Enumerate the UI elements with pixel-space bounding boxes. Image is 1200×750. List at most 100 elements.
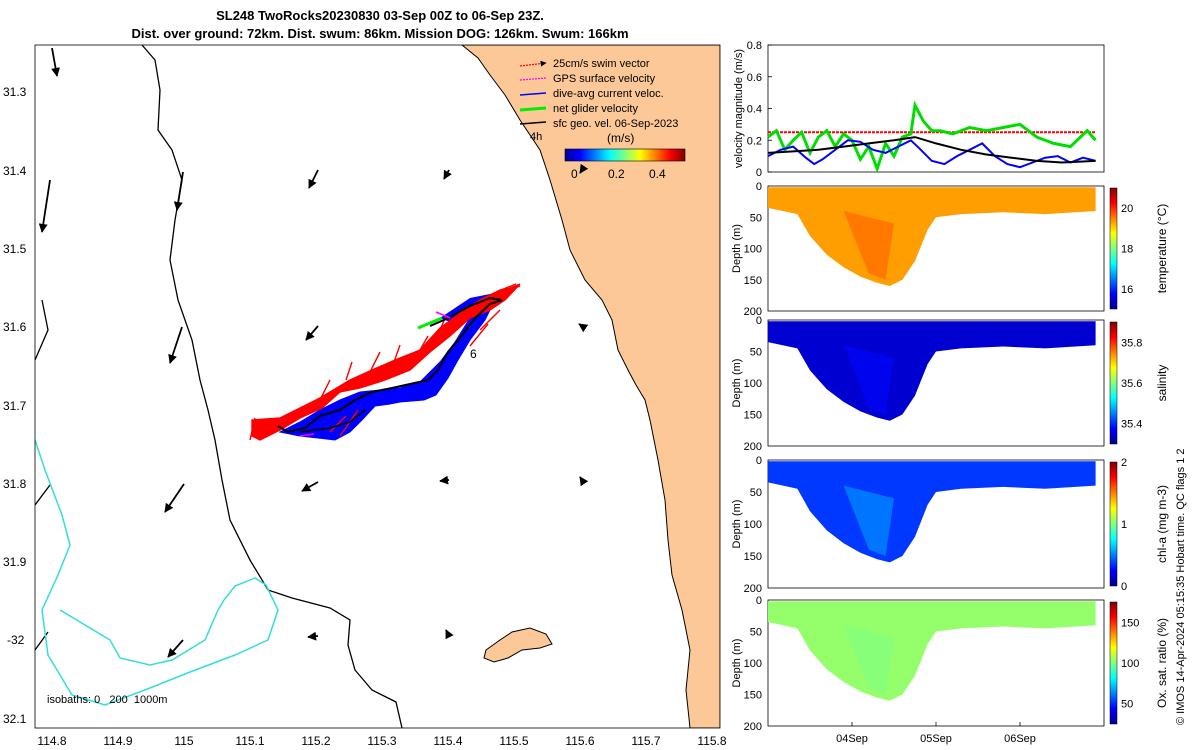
velocity-ytick-label: 0.8 [747, 40, 762, 52]
depth-ytick-label: 200 [744, 441, 762, 453]
svg-text:0.2: 0.2 [608, 167, 625, 181]
section-fill-3 [768, 461, 1096, 563]
depth-ytick-label: 200 [744, 583, 762, 595]
svg-text:31.7: 31.7 [3, 399, 27, 413]
svg-text:115.3: 115.3 [367, 734, 396, 748]
imos-side-label: © IMOS 14-Apr-2024 05:15:35 Hobart time.… [1175, 448, 1187, 725]
svg-text:32.1: 32.1 [3, 712, 27, 726]
legend-gps-velocity: GPS surface velocity [553, 73, 656, 85]
depth-ytick-label: 0 [756, 315, 762, 327]
time-tick-label: 06Sep [1004, 733, 1036, 745]
svg-text:31.6: 31.6 [3, 320, 27, 334]
svg-text:115.6: 115.6 [565, 734, 594, 748]
lon-tick-labels: 114.8 114.9 115 115.1 115.2 115.3 115.4 … [37, 734, 726, 748]
velocity-ylabel: velocity magnitude (m/s) [733, 49, 745, 168]
depth-ytick-label: 100 [744, 658, 762, 670]
glider-track [277, 296, 503, 434]
svg-text:115.7: 115.7 [631, 734, 660, 748]
svg-text:-32: -32 [7, 633, 25, 647]
island [483, 627, 553, 663]
colorbar-tick-label: 0 [1121, 581, 1127, 593]
colorbar-tick-label: 2 [1121, 457, 1127, 469]
depth-ytick-label: 50 [750, 212, 762, 224]
section-band-2 [843, 345, 894, 415]
svg-text:115.8: 115.8 [697, 734, 726, 748]
colorbar-tick-label: 50 [1121, 699, 1133, 711]
depth-ytick-label: 100 [744, 378, 762, 390]
depth-ylabel: Depth (m) [731, 359, 743, 408]
svg-text:31.4: 31.4 [3, 164, 27, 178]
svg-text:31.8: 31.8 [3, 477, 27, 491]
colorbar-tick-label: 20 [1121, 203, 1133, 215]
svg-text:115.4: 115.4 [433, 734, 462, 748]
time-marker-label: 4h [530, 131, 542, 143]
section-band-3 [843, 485, 894, 556]
figure-title-line2: Dist. over ground: 72km. Dist. swum: 86k… [131, 26, 629, 41]
colorbar-2 [1109, 321, 1118, 445]
colorbar-3 [1109, 461, 1118, 587]
depth-ytick-label: 50 [750, 347, 762, 359]
map-legend: 25cm/s swim vector GPS surface velocity … [519, 58, 686, 181]
legend-swim-vector: 25cm/s swim vector [553, 58, 650, 70]
velocity-ytick-label: 0.2 [747, 135, 762, 147]
svg-text:114.9: 114.9 [103, 734, 132, 748]
velocity-series-3 [767, 136, 1096, 164]
section-fill-4 [768, 601, 1096, 701]
svg-text:114.8: 114.8 [37, 734, 66, 748]
colorbar-1 [1109, 187, 1118, 310]
colorbar-tick-label: 35.4 [1121, 419, 1142, 431]
lat-tick-labels: 31.3 31.4 31.5 31.6 31.7 31.8 31.9 -32 3… [3, 85, 27, 726]
colorbar-unit: (m/s) [607, 131, 634, 145]
depth-ytick-label: 150 [744, 410, 762, 422]
colorbar-label: chl-a (mg m-3) [1155, 485, 1169, 563]
svg-text:31.9: 31.9 [3, 555, 27, 569]
depth-ytick-label: 0 [756, 181, 762, 193]
colorbar-tick-label: 150 [1121, 617, 1139, 629]
current-velocity-swath [278, 294, 501, 441]
colorbar-tick-label: 18 [1121, 244, 1133, 256]
depth-ytick-label: 100 [744, 244, 762, 256]
depth-ylabel: Depth (m) [731, 639, 743, 688]
depth-ytick-label: 50 [750, 487, 762, 499]
svg-text:0.4: 0.4 [649, 167, 666, 181]
velocity-ytick-label: 0 [756, 167, 762, 179]
svg-text:115.5: 115.5 [499, 734, 528, 748]
velocity-ytick-label: 0.6 [747, 72, 762, 84]
section-fill-1 [768, 187, 1096, 286]
colorbar-4 [1109, 601, 1118, 725]
svg-text:31.3: 31.3 [3, 85, 27, 99]
depth-ytick-label: 200 [744, 306, 762, 318]
svg-text:0: 0 [571, 167, 578, 181]
map-panel: 6 31.3 31.4 31.5 31.6 31.7 31.8 31.9 -32… [3, 44, 727, 748]
legend-current-velocity: dive-avg current veloc. [553, 88, 664, 100]
depth-ylabel: Depth (m) [731, 500, 743, 549]
colorbar-tick-label: 35.6 [1121, 378, 1142, 390]
colorbar-tick-label: 100 [1121, 658, 1139, 670]
colorbar-label: temperature (°C) [1155, 204, 1169, 294]
depth-ytick-label: 150 [744, 275, 762, 287]
swim-vectors [249, 283, 521, 441]
time-tick-label: 04Sep [836, 733, 868, 745]
depth-ytick-label: 150 [744, 551, 762, 563]
depth-ytick-label: 50 [750, 627, 762, 639]
velocity-plot-area [767, 44, 1105, 173]
coastline-land [461, 45, 720, 728]
gps-surface-velocity-vector [435, 311, 451, 319]
time-tick-label: 05Sep [920, 733, 952, 745]
depth-ytick-label: 0 [756, 455, 762, 467]
depth-ytick-label: 0 [756, 595, 762, 607]
depth-ytick-label: 150 [744, 690, 762, 702]
colorbar-label: Ox. sat. ratio (%) [1155, 618, 1169, 708]
net-glider-velocity-vector [417, 316, 443, 330]
colorbar-tick-label: 35.8 [1121, 337, 1142, 349]
section-fill-2 [768, 321, 1096, 421]
velocity-ytick-label: 0.4 [747, 104, 762, 116]
svg-text:31.5: 31.5 [3, 242, 27, 256]
legend-sfc-geo-velocity: sfc geo. vel. 06-Sep-2023 [553, 118, 678, 130]
colorbar-tick-label: 1 [1121, 519, 1127, 531]
figure-title-line1: SL248 TwoRocks20230830 03-Sep 00Z to 06-… [216, 8, 544, 23]
speed-colorbar [564, 148, 686, 162]
isobath-1000m [35, 299, 49, 361]
